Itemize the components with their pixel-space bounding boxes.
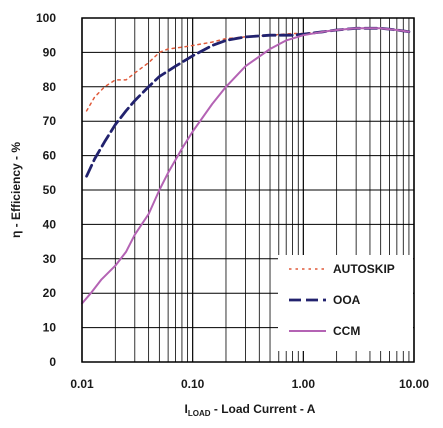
legend-label-autoskip: AUTOSKIP [333,262,395,276]
x-tick-label: 0.01 [70,377,94,391]
x-tick-label: 0.10 [181,377,205,391]
y-axis-label: η - Efficiency - % [9,142,23,238]
series-layer [81,26,411,305]
x-tick-label: 10.00 [399,377,429,391]
legend-box [278,255,413,351]
y-tick-label: 40 [43,217,57,231]
legend-label-ooa: OOA [333,293,361,307]
legend: AUTOSKIP OOA CCM [278,255,413,351]
y-tick-label: 60 [43,149,57,163]
x-axis-label-rest: - Load Current - A [211,402,316,416]
y-tick-label: 10 [43,321,57,335]
series-line-ooa [85,26,411,178]
y-tick-label: 30 [43,252,57,266]
series-line-ccm [81,27,410,305]
x-tick-labels: 0.01 0.10 1.00 10.00 [70,377,429,391]
y-tick-labels: 0 10 20 30 40 50 60 70 80 90 100 [36,11,56,369]
y-tick-label: 20 [43,286,57,300]
y-tick-label: 100 [36,11,56,25]
series-line-autoskip [85,27,410,112]
y-tick-label: 70 [43,114,57,128]
legend-label-ccm: CCM [333,324,360,338]
y-tick-label: 50 [43,183,57,197]
plot-border [81,17,415,363]
x-tick-label: 1.00 [292,377,316,391]
y-tick-label: 90 [43,45,57,59]
y-tick-label: 80 [43,80,57,94]
x-axis-label-sub: LOAD [188,409,211,418]
x-axis-label: ILOAD - Load Current - A [185,402,316,418]
y-tick-label: 0 [49,355,56,369]
x-axis-label-main: I [185,402,188,416]
